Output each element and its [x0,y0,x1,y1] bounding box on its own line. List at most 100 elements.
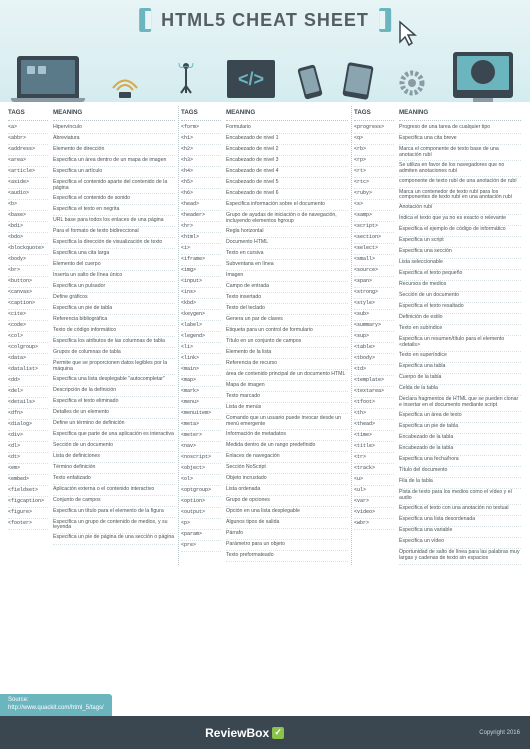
tag-cell: <template> [354,376,394,387]
meaning-cell: Elemento de la lista [226,348,348,359]
meaning-cell: Especifica una cita breve [399,134,521,145]
tag-cell: <title> [354,442,394,453]
meaning-cell: Marca un contenedor de texto rubí para l… [399,188,521,204]
tag-cell: <sup> [354,332,394,343]
meaning-cell: Lista de definiciones [53,452,175,463]
tag-cell: <b> [8,200,48,211]
meaning-cell: Declara fragmentos de HTML que se pueden… [399,396,521,412]
tag-cell: <object> [181,464,221,475]
brand-text: ReviewBox [205,726,269,740]
title-bar: HTML5 CHEAT SHEET [139,8,391,32]
tag-cell: <dfn> [8,409,48,420]
tag-cell: <span> [354,277,394,288]
meaning-cell: Texto de código informático [53,326,175,337]
tags-column: TAGS<form><h1><h2><h3><h4><h5><h6><head>… [179,106,223,565]
tag-cell: <th> [354,409,394,420]
tag-cell: <dt> [8,453,48,464]
devices-row: </> [0,36,530,102]
meaning-column: MEANINGProgreso de una tarea de cualquie… [396,106,524,565]
phone-icon [297,64,323,100]
meaning-cell: Inserta un salto de línea único [53,271,175,282]
meaning-cell: Especifica un script [399,237,521,248]
meaning-cell: componente de texto rubí de una anotació… [399,177,521,188]
tag-cell: <rtc> [354,178,394,189]
column-header-meaning: MEANING [53,106,175,121]
tag-cell: <link> [181,354,221,365]
tag-cell: <rp> [354,156,394,167]
tag-cell: <input> [181,277,221,288]
tag-cell: <strong> [354,288,394,299]
meaning-cell: Especifica una sección [399,248,521,259]
tag-cell: <rb> [354,145,394,156]
tag-cell: <i> [181,244,221,255]
tag-cell: <dl> [8,442,48,453]
tag-cell: <footer> [8,519,48,530]
meaning-cell: Encabezado de la tabla [399,434,521,445]
meaning-cell: Sección NoScript [226,463,348,474]
meaning-cell: Cuerpo de la tabla [399,374,521,385]
column-header-tags: TAGS [181,106,221,121]
column-pair: TAGS<progress><q><rb><rp><rt><rtc><ruby>… [352,106,524,565]
meaning-cell: Párrafo [226,529,348,540]
meaning-cell: Documento HTML [226,238,348,249]
meaning-cell: Encabezado de nivel 6 [226,189,348,200]
meaning-cell: Especifica una lista desplegable "autoco… [53,375,175,386]
meaning-cell: Especifica la dirección de visualización… [53,238,175,249]
tag-cell: <bdo> [8,233,48,244]
tag-cell: <abbr> [8,134,48,145]
meaning-cell: Conjunto de campos [53,496,175,507]
tag-cell: <caption> [8,299,48,310]
tag-cell: <header> [181,211,221,222]
meaning-cell: Marca el componente de texto base de una… [399,145,521,161]
tag-cell: <tfoot> [354,398,394,409]
content-area: TAGS<a><abbr><address><area><article><as… [0,102,530,716]
meaning-cell: Descripción de la definición [53,386,175,397]
meaning-cell: Anotación rubí [399,204,521,215]
tag-cell: <colgroup> [8,343,48,354]
tag-cell: <hr> [181,222,221,233]
meaning-cell: Especifica un artículo [53,167,175,178]
tag-cell: <figure> [8,508,48,519]
meaning-cell: Especifica un pie de tabla [399,423,521,434]
meaning-cell: Se utiliza en favor de los navegadores q… [399,161,521,177]
tag-cell: <em> [8,464,48,475]
code-icon: </> [227,60,275,98]
meaning-cell: Lista seleccionable [399,259,521,270]
meaning-cell: Especifica un área de texto [399,412,521,423]
tag-cell: <article> [8,167,48,178]
tag-cell: <details> [8,398,48,409]
meaning-cell: Celda de la tabla [399,385,521,396]
tag-cell: <meta> [181,420,221,431]
tag-cell: <area> [8,156,48,167]
tag-cell: <h1> [181,134,221,145]
meaning-cell: Mapa de imagen [226,381,348,392]
meaning-cell: Encabezado de nivel 5 [226,178,348,189]
meaning-cell: Encabezado de nivel 1 [226,134,348,145]
tag-cell: <optgroup> [181,486,221,497]
tag-cell: <table> [354,343,394,354]
meaning-cell: Especifica el contenido de sonido [53,194,175,205]
tag-cell: <menu> [181,398,221,409]
meaning-cell: Comando que un usuario puede invocar des… [226,414,348,430]
tag-cell: <dd> [8,376,48,387]
meaning-cell: Encabezado de nivel 3 [226,156,348,167]
tag-cell: <ol> [181,475,221,486]
meaning-cell: Especifica el texto en negrita [53,205,175,216]
footer: ReviewBox ✓ Copyright 2016 [0,716,530,749]
tag-cell: <legend> [181,332,221,343]
meaning-cell: Especifica el texto con una anotación no… [399,505,521,516]
meaning-cell: Especifica un vídeo [399,538,521,549]
tag-cell: <img> [181,266,221,277]
tag-cell: <datalist> [8,365,48,376]
meaning-cell: Especifica una fecha/hora [399,456,521,467]
tag-cell: <param> [181,530,221,541]
tag-cell: <pre> [181,541,221,552]
meaning-cell: Oportunidad de salto de línea para las p… [399,549,521,565]
meaning-cell: Genera un par de claves [226,315,348,326]
meaning-cell: Especifica el texto resaltado [399,303,521,314]
meaning-cell: Abreviatura [53,134,175,145]
tag-cell: <ruby> [354,189,394,200]
meaning-cell: Enlaces de navegación [226,452,348,463]
tag-cell: <h4> [181,167,221,178]
meaning-cell: Término definición [53,463,175,474]
